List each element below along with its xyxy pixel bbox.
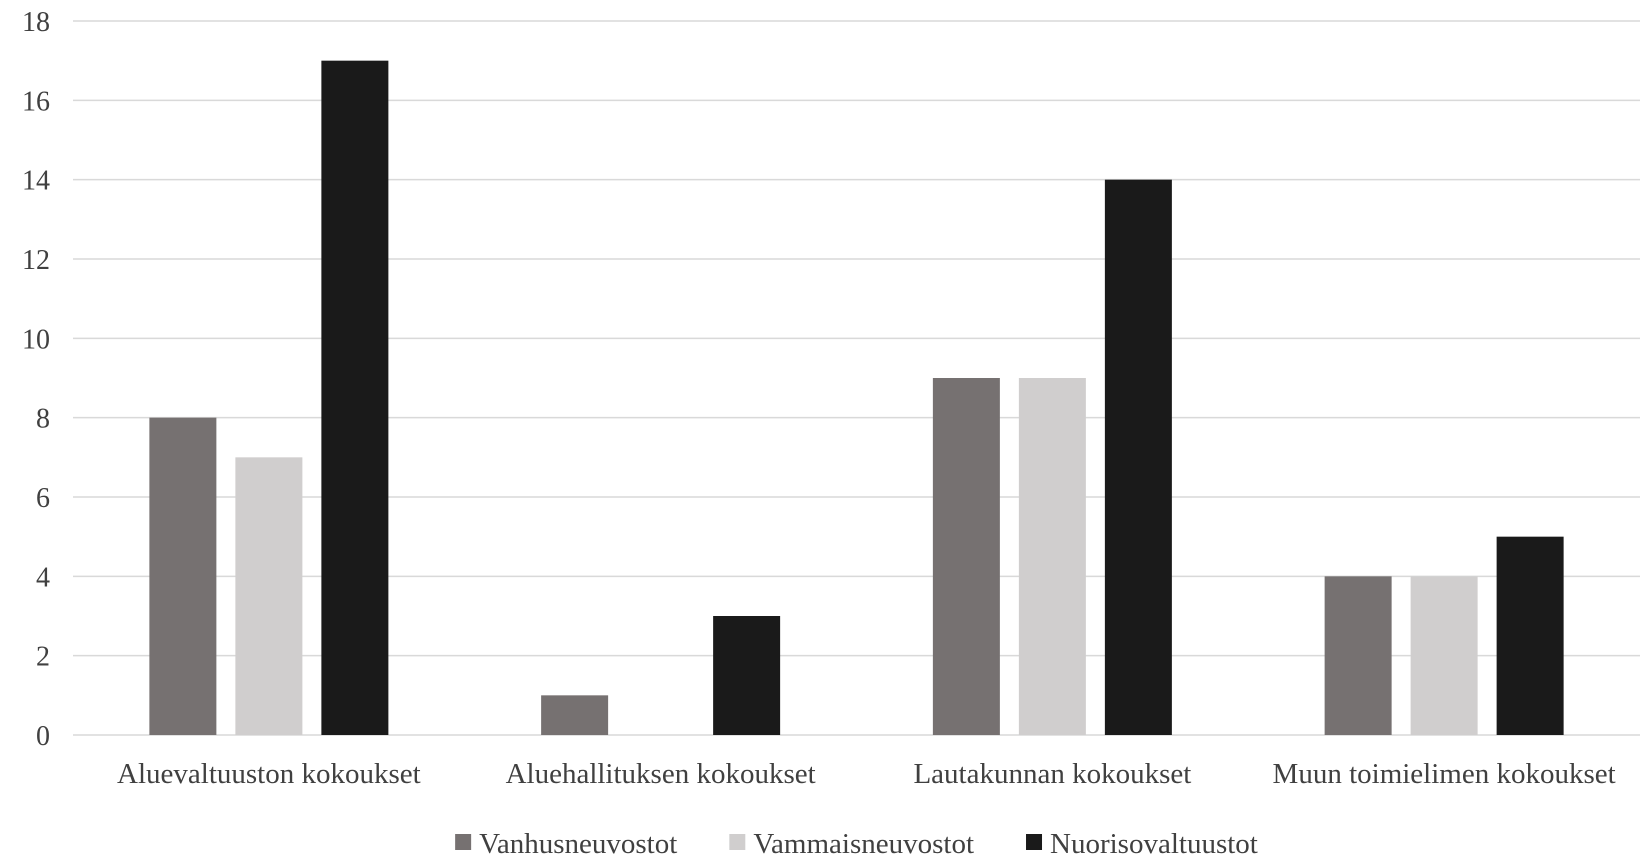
legend-swatch (1026, 834, 1043, 850)
legend-label: Vanhusneuvostot (479, 828, 677, 857)
grid-layer (73, 20, 1640, 736)
x-axis-category-labels: Aluevaltuuston kokoukset Aluehallituksen … (117, 758, 1616, 790)
y-tick-label: 2 (36, 642, 50, 673)
bar (1496, 536, 1564, 735)
legend-swatch (455, 834, 472, 850)
x-category-label: Aluevaltuuston kokoukset (117, 758, 421, 790)
bar (1018, 378, 1086, 735)
x-category-label: Lautakunnan kokoukset (913, 758, 1191, 790)
y-tick-label: 6 (36, 483, 50, 514)
legend-label: Vammaisneuvostot (753, 828, 974, 857)
legend-swatch (729, 834, 746, 850)
y-tick-label: 12 (22, 245, 50, 276)
bar (1410, 576, 1478, 735)
bar (541, 695, 609, 735)
bar (235, 457, 303, 735)
legend-label: Nuorisovaltuustot (1050, 828, 1258, 857)
bar (321, 60, 389, 735)
y-tick-label: 10 (22, 324, 50, 355)
bar (1104, 179, 1172, 735)
y-tick-label: 18 (22, 7, 50, 38)
y-tick-label: 4 (36, 562, 50, 593)
legend: Vanhusneuvostot Vammaisneuvostot Nuorisova… (455, 828, 1258, 860)
bar (1324, 576, 1392, 735)
bar (149, 417, 217, 735)
y-tick-label: 16 (22, 86, 50, 117)
y-tick-label: 0 (36, 721, 50, 752)
bar (713, 616, 781, 735)
y-tick-label: 14 (22, 166, 50, 197)
bars (149, 60, 1564, 735)
y-tick-label: 8 (36, 404, 50, 435)
legend-item: Vanhusneuvostot (455, 828, 677, 860)
legend-item: Nuorisovaltuustot (1026, 828, 1258, 860)
legend-item: Vammaisneuvostot (729, 828, 974, 860)
bar (932, 378, 1000, 735)
x-category-label: Muun toimielimen kokoukset (1273, 758, 1616, 790)
x-category-label: Aluehallituksen kokoukset (506, 758, 816, 790)
y-axis-ticks: 0 2 4 6 8 10 12 14 16 18 (22, 7, 50, 752)
